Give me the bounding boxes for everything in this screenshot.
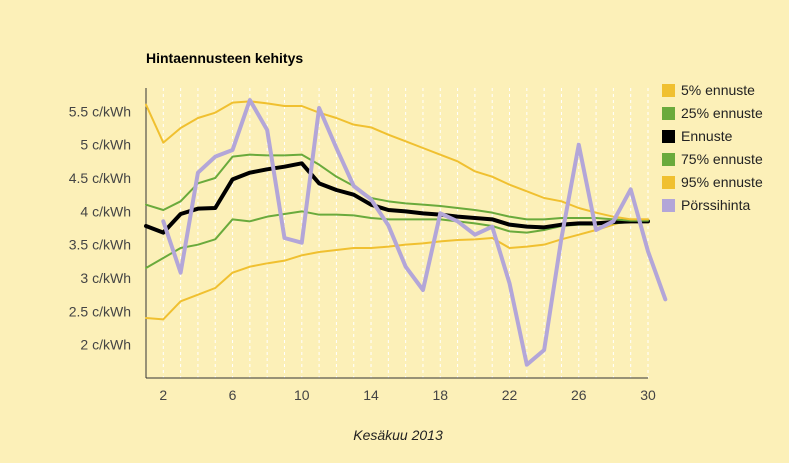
y-tick-label: 4.5 c/kWh: [69, 170, 131, 186]
legend-swatch: [662, 199, 675, 212]
x-tick-label: 10: [294, 387, 310, 403]
series-line: [161, 98, 668, 367]
x-tick-label: 26: [571, 387, 587, 403]
x-axis-label: Kesäkuu 2013: [353, 427, 443, 443]
legend-swatch: [662, 107, 675, 120]
x-tick-label: 14: [363, 387, 379, 403]
x-tick-label: 18: [432, 387, 448, 403]
legend-entry: Pörssihinta: [681, 197, 750, 213]
chart-title: Hintaennusteen kehitys: [146, 50, 303, 66]
legend-entry: 95% ennuste: [681, 174, 763, 190]
legend-entry: Ennuste: [681, 128, 733, 144]
legend-entry: 5% ennuste: [681, 82, 755, 98]
legend-swatch: [662, 153, 675, 166]
series-line: [145, 218, 649, 321]
legend: 5% ennuste 25% ennuste Ennuste 75% ennuste 9…: [662, 82, 763, 213]
axes: 2 c/kWh 2.5 c/kWh 3 c/kWh 3.5 c/kWh 4 c/kWh 4…: [69, 88, 656, 403]
y-tick-label: 4 c/kWh: [80, 203, 131, 219]
y-tick-label: 5.5 c/kWh: [69, 103, 131, 119]
x-tick-label: 30: [640, 387, 656, 403]
y-tick-label: 5 c/kWh: [80, 137, 131, 153]
legend-swatch: [662, 176, 675, 189]
y-tick-label: 2.5 c/kWh: [69, 303, 131, 319]
legend-entry: 75% ennuste: [681, 151, 763, 167]
grid: [162, 88, 649, 378]
legend-entry: 25% ennuste: [681, 105, 763, 121]
series-lines: [144, 98, 668, 367]
x-tick-label: 6: [229, 387, 237, 403]
series-line: [145, 210, 649, 269]
y-tick-label: 3.5 c/kWh: [69, 237, 131, 253]
x-tick-label: 2: [159, 387, 167, 403]
y-tick-label: 2 c/kWh: [80, 337, 131, 353]
legend-swatch: [662, 84, 675, 97]
y-tick-label: 3 c/kWh: [80, 270, 131, 286]
series-line: [145, 100, 649, 221]
x-tick-label: 22: [502, 387, 518, 403]
legend-swatch: [662, 130, 675, 143]
